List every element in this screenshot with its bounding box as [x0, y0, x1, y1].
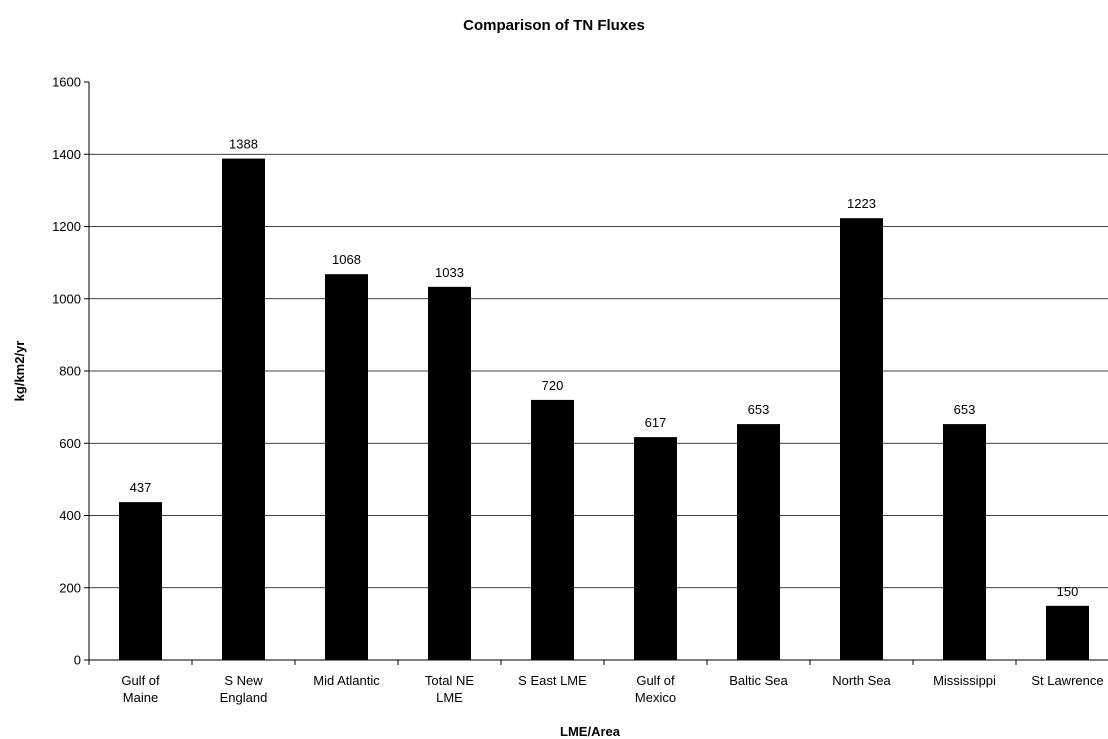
x-tick-label: North Sea [832, 673, 891, 688]
y-tick-label: 400 [59, 508, 81, 523]
y-tick-label: 200 [59, 580, 81, 595]
bar [222, 158, 265, 660]
data-label: 720 [542, 378, 564, 393]
bar [943, 424, 986, 660]
data-label: 150 [1057, 584, 1079, 599]
y-tick-label: 600 [59, 436, 81, 451]
x-tick-label: Gulf of Mexico [635, 673, 676, 705]
data-label: 1223 [847, 196, 876, 211]
bar [737, 424, 780, 660]
x-tick-label: Mid Atlantic [313, 673, 380, 688]
bar [531, 399, 574, 660]
data-label: 617 [645, 415, 667, 430]
x-axis-label: LME/Area [560, 724, 621, 739]
data-label: 653 [748, 402, 770, 417]
bar [634, 437, 677, 660]
data-label: 1033 [435, 265, 464, 280]
bar [119, 502, 162, 660]
bar [1046, 605, 1089, 660]
bar [840, 218, 883, 660]
y-tick-label: 1400 [52, 147, 81, 162]
y-tick-label: 1200 [52, 219, 81, 234]
chart-title: Comparison of TN Fluxes [463, 17, 645, 34]
y-tick-label: 1600 [52, 75, 81, 90]
y-tick-label: 0 [74, 653, 81, 668]
bar [325, 274, 368, 660]
data-label: 1068 [332, 252, 361, 267]
x-tick-label: Mississippi [933, 673, 996, 688]
x-tick-label: Gulf of Maine [121, 673, 160, 705]
bar [428, 286, 471, 660]
y-axis-label: kg/km2/yr [12, 341, 27, 402]
data-label: 653 [954, 402, 976, 417]
data-label: 1388 [229, 137, 258, 152]
x-tick-label: St Lawrence [1031, 673, 1103, 688]
x-tick-label: S East LME [518, 673, 587, 688]
y-tick-label: 1000 [52, 291, 81, 306]
x-tick-label: Baltic Sea [729, 673, 788, 688]
data-label: 437 [130, 480, 152, 495]
y-tick-label: 800 [59, 364, 81, 379]
x-tick-label: S New England [220, 673, 268, 705]
x-tick-label: Total NE LME [425, 673, 474, 705]
